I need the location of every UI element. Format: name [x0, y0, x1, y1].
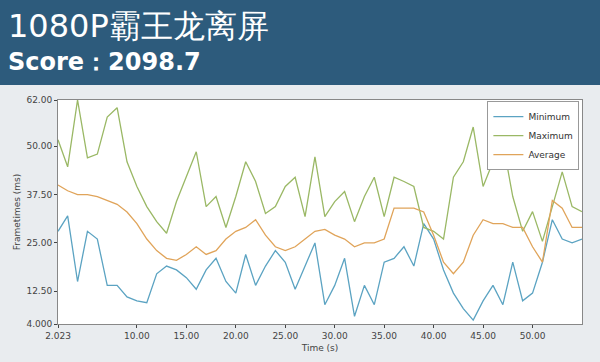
svg-text:50.00: 50.00 — [520, 331, 546, 341]
svg-text:25.00: 25.00 — [26, 238, 52, 248]
svg-text:Maximum: Maximum — [528, 131, 572, 141]
svg-text:15.00: 15.00 — [173, 331, 199, 341]
svg-text:Frametimes (ms): Frametimes (ms) — [12, 174, 22, 250]
svg-text:Minimum: Minimum — [528, 112, 570, 122]
svg-text:62.00: 62.00 — [26, 95, 52, 105]
svg-text:37.50: 37.50 — [26, 190, 52, 200]
html-text:Score：2098.7: Score：2098.7 — [8, 48, 201, 76]
svg-text:12.50: 12.50 — [26, 286, 52, 296]
svg-text:20.00: 20.00 — [223, 331, 249, 341]
svg-text:Time (s): Time (s) — [301, 343, 339, 353]
svg-text:50.00: 50.00 — [26, 141, 52, 151]
svg-text:40.00: 40.00 — [421, 331, 447, 341]
svg-text:10.00: 10.00 — [124, 331, 150, 341]
svg-text:35.00: 35.00 — [371, 331, 397, 341]
svg-text:45.00: 45.00 — [470, 331, 496, 341]
svg-text:2.023: 2.023 — [45, 331, 71, 341]
svg-text:30.00: 30.00 — [322, 331, 348, 341]
html-text:1080P霸王龙离屏: 1080P霸王龙离屏 — [8, 7, 269, 45]
svg-text:4.000: 4.000 — [26, 319, 52, 329]
svg-text:25.00: 25.00 — [272, 331, 298, 341]
svg-text:Average: Average — [528, 150, 565, 160]
